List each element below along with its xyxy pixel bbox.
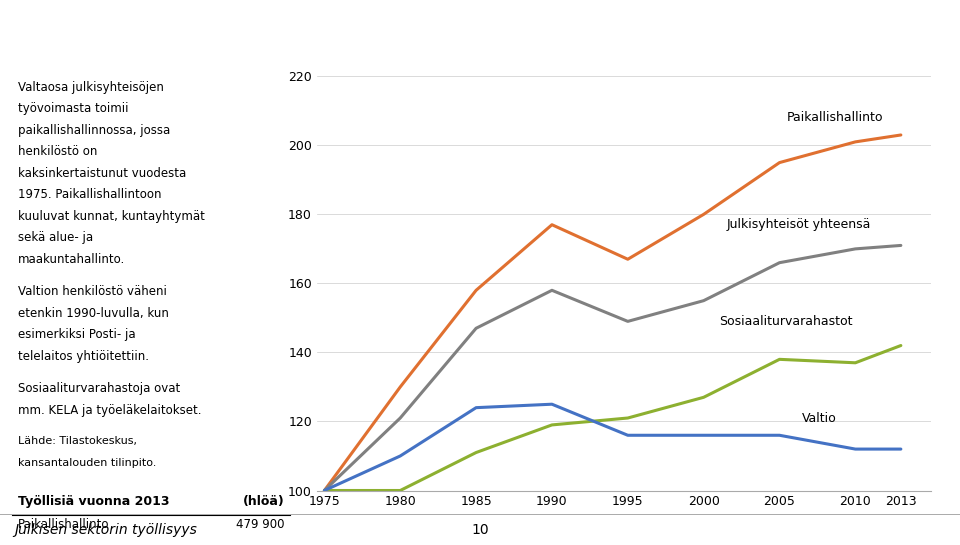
- Text: 1975. Paikallishallintoon: 1975. Paikallishallintoon: [18, 189, 161, 201]
- Text: kuuluvat kunnat, kuntayhtymät: kuuluvat kunnat, kuntayhtymät: [18, 210, 205, 223]
- Text: paikallishallinnossa, jossa: paikallishallinnossa, jossa: [18, 124, 170, 137]
- Text: kansantalouden tilinpito.: kansantalouden tilinpito.: [18, 458, 156, 468]
- Text: maakuntahallinto.: maakuntahallinto.: [18, 253, 126, 265]
- Text: Julkisen sektorin työllisyys: Julkisen sektorin työllisyys: [14, 523, 197, 537]
- Text: esimerkiksi Posti- ja: esimerkiksi Posti- ja: [18, 328, 135, 341]
- Text: (hlöä): (hlöä): [243, 495, 284, 508]
- Text: Paikallishallinto: Paikallishallinto: [18, 518, 109, 531]
- Text: työvoimasta toimii: työvoimasta toimii: [18, 102, 129, 116]
- Text: etenkin 1990-luvulla, kun: etenkin 1990-luvulla, kun: [18, 307, 169, 320]
- Text: Sosiaaliturvarahastot: Sosiaaliturvarahastot: [719, 315, 852, 328]
- Text: 479 900: 479 900: [236, 518, 284, 531]
- Text: Julkisyhteisöt yhteensä: Julkisyhteisöt yhteensä: [727, 218, 871, 231]
- Text: Valtion henkilöstö väheni: Valtion henkilöstö väheni: [18, 285, 167, 298]
- Text: henkilöstö on: henkilöstö on: [18, 146, 98, 159]
- Text: Julkisyhteisöjen työvoima hallintotasoittain 1975–2013 (indeksi, 1975=100): Julkisyhteisöjen työvoima hallintotasoit…: [12, 23, 812, 42]
- Text: Lähde: Tilastokeskus,: Lähde: Tilastokeskus,: [18, 437, 137, 446]
- Text: Paikallishallinto: Paikallishallinto: [787, 111, 883, 124]
- Text: 10: 10: [471, 523, 489, 537]
- Text: sekä alue- ja: sekä alue- ja: [18, 231, 93, 244]
- Text: Työllisiä vuonna 2013: Työllisiä vuonna 2013: [18, 495, 170, 508]
- Text: mm. KELA ja työeläkelaitokset.: mm. KELA ja työeläkelaitokset.: [18, 404, 202, 417]
- Text: Valtio: Valtio: [803, 411, 837, 425]
- Text: Valtaosa julkisyhteisöjen: Valtaosa julkisyhteisöjen: [18, 81, 164, 94]
- Text: Sosiaaliturvarahastoja ovat: Sosiaaliturvarahastoja ovat: [18, 382, 180, 395]
- Text: kaksinkertaistunut vuodesta: kaksinkertaistunut vuodesta: [18, 167, 186, 180]
- Text: telelaitos yhtiöitettiin.: telelaitos yhtiöitettiin.: [18, 350, 149, 362]
